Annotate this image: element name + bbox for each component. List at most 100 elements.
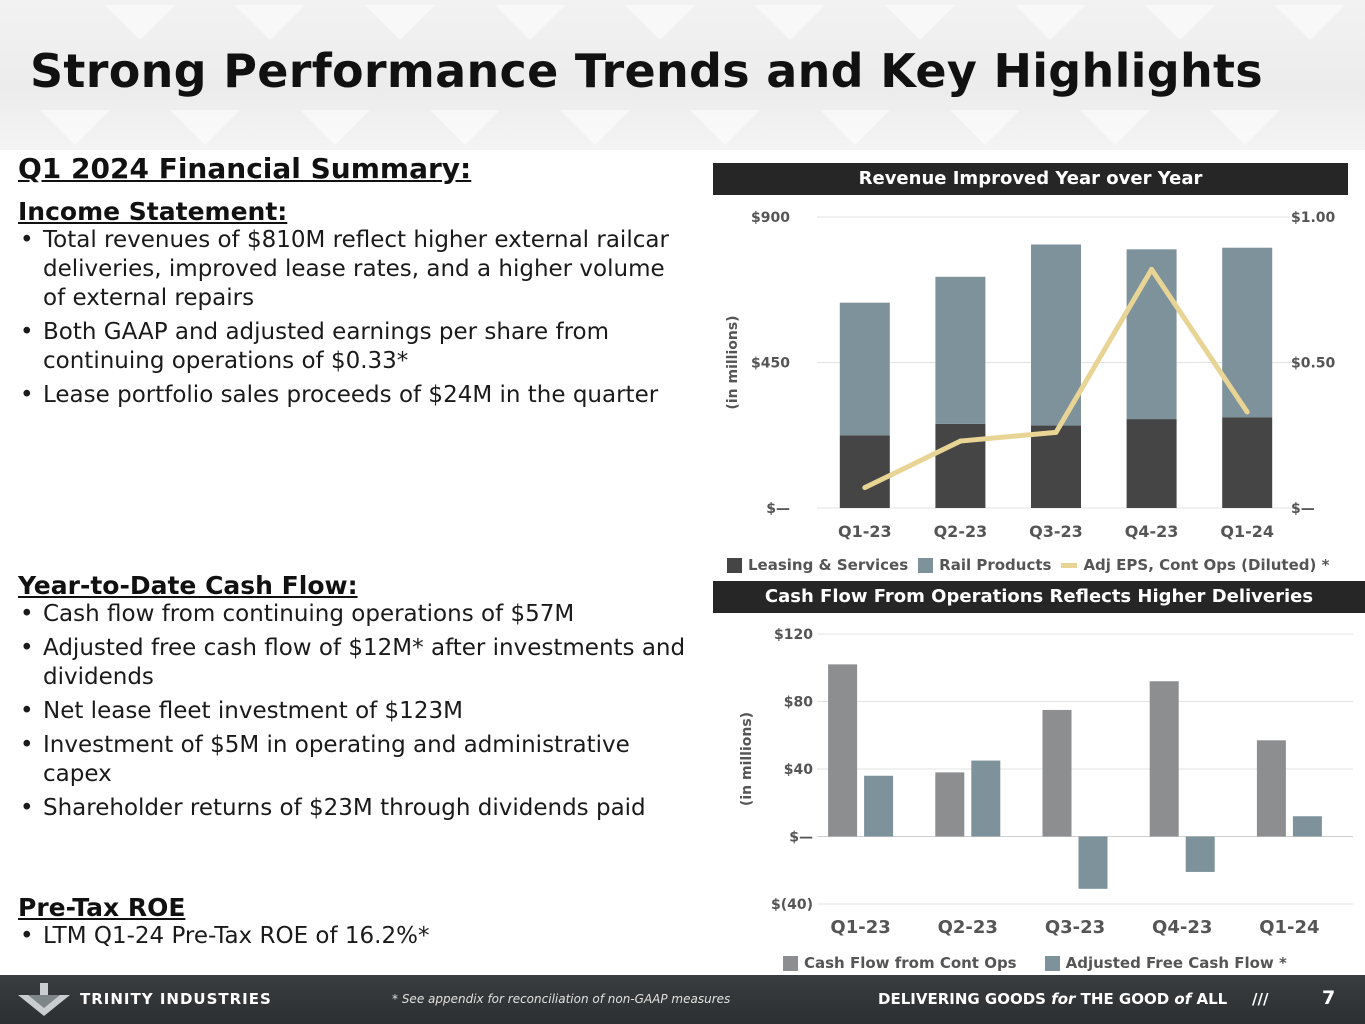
x-tick-label: Q1-23 (838, 522, 892, 541)
footnote: * See appendix for reconciliation of non… (392, 992, 731, 1006)
legend-label: Rail Products (939, 556, 1052, 574)
y-tick-label: $80 (784, 695, 813, 711)
y2-tick-label: $— (1291, 501, 1315, 517)
cash-flow-chart-title: Cash Flow From Operations Reflects Highe… (713, 581, 1365, 613)
roe-list: LTM Q1-24 Pre-Tax ROE of 16.2%* (18, 922, 698, 951)
list-item: LTM Q1-24 Pre-Tax ROE of 16.2%* (18, 922, 698, 951)
eps-point (1053, 429, 1059, 435)
y-axis-label: (in millions) (739, 712, 755, 806)
x-tick-label: Q1-24 (1259, 917, 1319, 938)
header-pattern (40, 5, 1345, 145)
cash-flow-summary: Year-to-Date Cash Flow: Cash flow from c… (18, 571, 698, 828)
bar-cash-flow-cont-ops (1149, 681, 1179, 837)
list-item: Adjusted free cash flow of $12M* after i… (18, 634, 688, 692)
legend-swatch (1061, 562, 1078, 568)
cash-flow-chart: $(40) $— $40 $80 $120 (in millions) Q1-23 Q2-23… (739, 627, 1353, 938)
roe-heading: Pre-Tax ROE (18, 893, 186, 922)
bar-rail-products (839, 302, 890, 436)
y-tick-label: $900 (751, 210, 790, 226)
legend-swatch (727, 557, 742, 573)
bar-adjusted-free-cash-flow (971, 760, 1001, 837)
y-tick-label: $40 (784, 762, 813, 778)
header-band: Strong Performance Trends and Key Highli… (0, 0, 1365, 150)
y-tick-label: $120 (774, 627, 813, 643)
bar-rail-products (1031, 244, 1081, 426)
cash-flow-heading: Year-to-Date Cash Flow: (18, 571, 358, 600)
footer: TRINITY INDUSTRIES * See appendix for re… (0, 975, 1365, 1024)
bar-leasing-services (1222, 417, 1273, 508)
trinity-logo-icon (18, 983, 70, 1016)
bar-cash-flow-cont-ops (1256, 740, 1286, 837)
legend-item-rail: Rail Products (918, 556, 1051, 574)
x-tick-label: Q4-23 (1125, 522, 1179, 541)
list-item: Net lease fleet investment of $123M (18, 697, 688, 726)
tagline: DELIVERING GOODS for THE GOOD of ALL (878, 990, 1227, 1008)
y-tick-label: $— (789, 830, 813, 846)
tagline-part: ALL (1191, 990, 1228, 1008)
x-tick-label: Q4-23 (1152, 917, 1212, 938)
list-item: Cash flow from continuing operations of … (18, 600, 688, 629)
company-name: TRINITY INDUSTRIES (80, 990, 272, 1008)
bar-rail-products (1222, 247, 1273, 418)
y-tick-label: $(40) (771, 897, 813, 913)
bar-rail-products (935, 276, 986, 424)
y2-tick-label: $1.00 (1291, 210, 1336, 226)
bar-leasing-services (1031, 425, 1081, 508)
bar-cash-flow-cont-ops (1042, 709, 1072, 837)
legend-item-leasing: Leasing & Services (727, 556, 908, 574)
legend-label: Adj EPS, Cont Ops (Diluted) * (1083, 556, 1330, 574)
legend-swatch (783, 955, 798, 971)
bar-leasing-services (935, 423, 986, 508)
x-tick-label: Q2-23 (938, 917, 998, 938)
x-tick-label: Q3-23 (1045, 917, 1105, 938)
cash-flow-list: Cash flow from continuing operations of … (18, 600, 688, 823)
list-item: Investment of $5M in operating and admin… (18, 731, 688, 789)
eps-point (1244, 409, 1250, 415)
revenue-chart: $— $450 $900 $— $0.50 $1.00 (in millions) Q1-23… (725, 210, 1336, 541)
income-statement-list: Total revenues of $810M reflect higher e… (18, 226, 678, 410)
bar-adjusted-free-cash-flow (1292, 816, 1322, 837)
bar-cash-flow-cont-ops (935, 772, 965, 837)
legend-item-afcf: Adjusted Free Cash Flow * (1044, 954, 1287, 972)
y-tick-label: $— (766, 501, 790, 517)
revenue-chart-legend: Leasing & Services Rail Products Adj EPS… (727, 556, 1339, 574)
legend-label: Adjusted Free Cash Flow * (1065, 954, 1287, 972)
slashes: /// (1252, 990, 1269, 1008)
page-title: Strong Performance Trends and Key Highli… (30, 44, 1263, 98)
x-tick-label: Q3-23 (1029, 522, 1083, 541)
bar-cash-flow-cont-ops (828, 664, 858, 837)
income-statement-heading: Income Statement: (18, 197, 288, 226)
bar-adjusted-free-cash-flow (1078, 836, 1108, 889)
bar-leasing-services (1126, 419, 1177, 508)
eps-point (1149, 266, 1155, 272)
bar-adjusted-free-cash-flow (1185, 836, 1215, 872)
tagline-part: DELIVERING GOODS (878, 990, 1052, 1008)
bar-leasing-services (839, 435, 890, 508)
x-tick-label: Q2-23 (934, 522, 988, 541)
list-item: Lease portfolio sales proceeds of $24M i… (18, 381, 678, 410)
y-tick-label: $450 (751, 356, 790, 372)
x-tick-label: Q1-23 (830, 917, 890, 938)
bar-rail-products (1126, 249, 1177, 420)
roe-summary: Pre-Tax ROE LTM Q1-24 Pre-Tax ROE of 16.… (18, 893, 698, 956)
tagline-part: for (1051, 990, 1076, 1008)
legend-label: Cash Flow from Cont Ops (804, 954, 1017, 972)
revenue-chart-title: Revenue Improved Year over Year (713, 163, 1348, 195)
page-number: 7 (1322, 987, 1336, 1009)
list-item: Shareholder returns of $23M through divi… (18, 794, 688, 823)
legend-item-cfo: Cash Flow from Cont Ops (783, 954, 1017, 972)
cash-flow-chart-legend: Cash Flow from Cont Ops Adjusted Free Ca… (783, 954, 1297, 972)
legend-swatch (1044, 955, 1060, 971)
y2-tick-label: $0.50 (1291, 356, 1336, 372)
tagline-part: THE GOOD (1075, 990, 1175, 1008)
legend-swatch (918, 557, 934, 573)
financial-summary: Q1 2024 Financial Summary: Income Statem… (18, 152, 698, 415)
list-item: Total revenues of $810M reflect higher e… (18, 226, 678, 313)
summary-heading: Q1 2024 Financial Summary: (18, 152, 472, 185)
list-item: Both GAAP and adjusted earnings per shar… (18, 318, 678, 376)
legend-item-eps: Adj EPS, Cont Ops (Diluted) * (1061, 556, 1329, 574)
eps-point (862, 485, 868, 491)
eps-point (957, 438, 963, 444)
legend-label: Leasing & Services (748, 556, 909, 574)
y-axis-label: (in millions) (725, 315, 741, 409)
